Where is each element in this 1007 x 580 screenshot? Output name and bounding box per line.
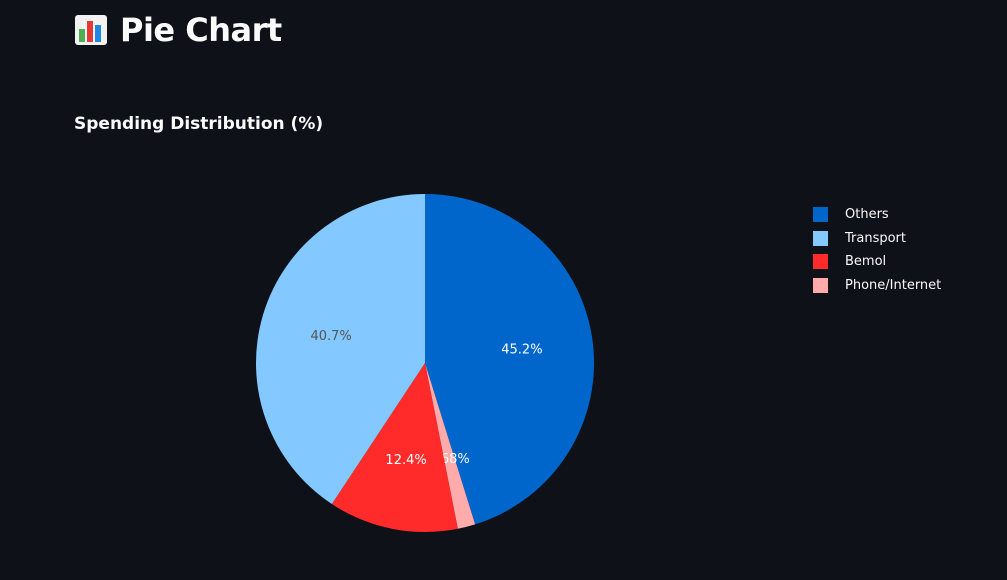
pie-slice-others[interactable] [425,194,594,525]
slice-label: 45.2% [501,342,542,357]
slice-label: 12.4% [385,453,426,468]
legend-swatch [813,230,828,246]
legend-label: Transport [845,230,907,246]
slice-label: 40.7% [310,329,351,344]
legend-label: Others [845,207,889,223]
bar-chart-emoji-icon [74,13,108,47]
legend-item-transport[interactable]: Transport [813,227,941,251]
chart-legend: Others Transport Bemol Phone/Internet [813,203,941,297]
legend-label: Phone/Internet [845,278,942,294]
legend-swatch [813,254,828,270]
pie-slice-bemol[interactable] [331,363,458,532]
page-title: Pie Chart [120,11,282,49]
pie-slice-transport[interactable] [255,194,425,505]
pie-slice-phone-internet[interactable] [425,363,476,529]
chart-title: Spending Distribution (%) [74,114,324,134]
legend-item-phone-internet[interactable]: Phone/Internet [813,274,941,298]
legend-item-bemol[interactable]: Bemol [813,250,941,274]
legend-label: Bemol [845,254,887,270]
legend-swatch [813,207,828,223]
legend-item-others[interactable]: Others [813,203,941,227]
page-header: Pie Chart [74,8,282,52]
legend-swatch [813,278,828,294]
